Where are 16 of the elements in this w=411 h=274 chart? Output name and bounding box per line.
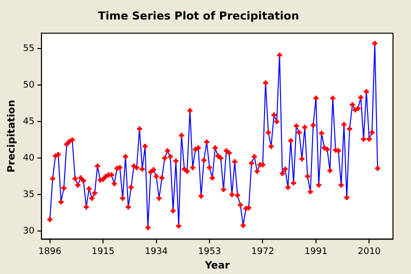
x-tick-label: 1991 bbox=[304, 246, 328, 257]
y-axis-title: Precipitation bbox=[6, 100, 18, 173]
x-tick-label: 1896 bbox=[38, 246, 62, 257]
y-tick-label: 30 bbox=[23, 226, 35, 237]
y-tick-label: 35 bbox=[23, 190, 34, 200]
x-tick-label: 1953 bbox=[198, 246, 221, 257]
x-axis-title: Year bbox=[204, 260, 230, 272]
x-tick-label: 1934 bbox=[144, 246, 168, 257]
y-tick-label: 55 bbox=[23, 44, 34, 54]
chart-title: Time Series Plot of Precipitation bbox=[98, 9, 300, 22]
x-tick-label: 2010 bbox=[358, 246, 381, 257]
y-tick-label: 40 bbox=[23, 153, 35, 164]
y-tick-label: 45 bbox=[23, 116, 34, 127]
y-tick-label: 50 bbox=[23, 80, 35, 90]
x-tick-label: 1972 bbox=[251, 246, 274, 257]
x-tick-label: 1915 bbox=[92, 246, 115, 257]
